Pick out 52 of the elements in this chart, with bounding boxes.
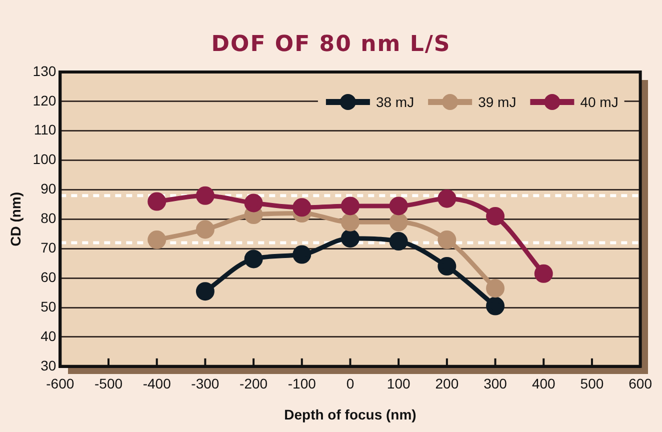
- y-tick-label: 40: [40, 328, 56, 344]
- point: [340, 196, 360, 216]
- point: [340, 212, 360, 232]
- x-tick-label: 100: [386, 376, 410, 392]
- point: [486, 207, 505, 226]
- point: [438, 257, 456, 276]
- legend-label: 40 mJ: [580, 94, 618, 110]
- y-tick-label: 110: [34, 122, 56, 138]
- y-tick-label: 50: [40, 298, 56, 314]
- x-tick-label: -500: [94, 376, 123, 392]
- legend-label: 39 mJ: [478, 94, 516, 110]
- point: [196, 186, 214, 205]
- point: [244, 194, 263, 212]
- x-tick-label: -300: [191, 376, 220, 392]
- y-tick-label: 80: [40, 210, 56, 226]
- point: [148, 230, 166, 250]
- point: [486, 279, 505, 298]
- y-tick-label: 60: [40, 268, 56, 285]
- y-axis-title: CD (nm): [7, 192, 24, 246]
- y-tick-label: 100: [32, 151, 56, 168]
- point: [292, 198, 312, 217]
- point: [389, 196, 408, 216]
- x-tick-label: -200: [240, 376, 268, 392]
- point: [340, 229, 360, 248]
- y-tick-label: 90: [40, 180, 56, 197]
- point: [244, 250, 263, 268]
- x-tick-label: 0: [346, 376, 354, 392]
- point: [534, 264, 553, 283]
- point: [196, 282, 214, 301]
- x-tick-label: 200: [435, 376, 459, 392]
- y-tick-label: 130: [32, 62, 56, 79]
- y-tick-label: 120: [32, 92, 56, 108]
- legend-label: 38 mJ: [376, 94, 414, 110]
- x-tick-label: 400: [532, 376, 556, 392]
- point: [292, 245, 312, 264]
- x-axis-title: Depth of focus (nm): [284, 406, 416, 422]
- x-tick-label: -600: [46, 376, 74, 392]
- point: [438, 230, 456, 250]
- point: [148, 192, 166, 211]
- point: [389, 232, 408, 251]
- y-tick-label: 70: [40, 240, 56, 256]
- y-tick-label: 30: [40, 357, 56, 374]
- point: [196, 220, 214, 239]
- x-tick-label: 300: [484, 376, 508, 392]
- chart-title: DOF OF 80 nm L/S: [210, 32, 452, 57]
- x-tick-label: -400: [142, 376, 172, 392]
- point: [486, 296, 505, 316]
- x-tick-label: 600: [628, 376, 652, 392]
- point: [389, 212, 408, 232]
- x-tick-label: -100: [288, 376, 316, 392]
- point: [438, 189, 456, 208]
- x-tick-label: 500: [580, 376, 604, 392]
